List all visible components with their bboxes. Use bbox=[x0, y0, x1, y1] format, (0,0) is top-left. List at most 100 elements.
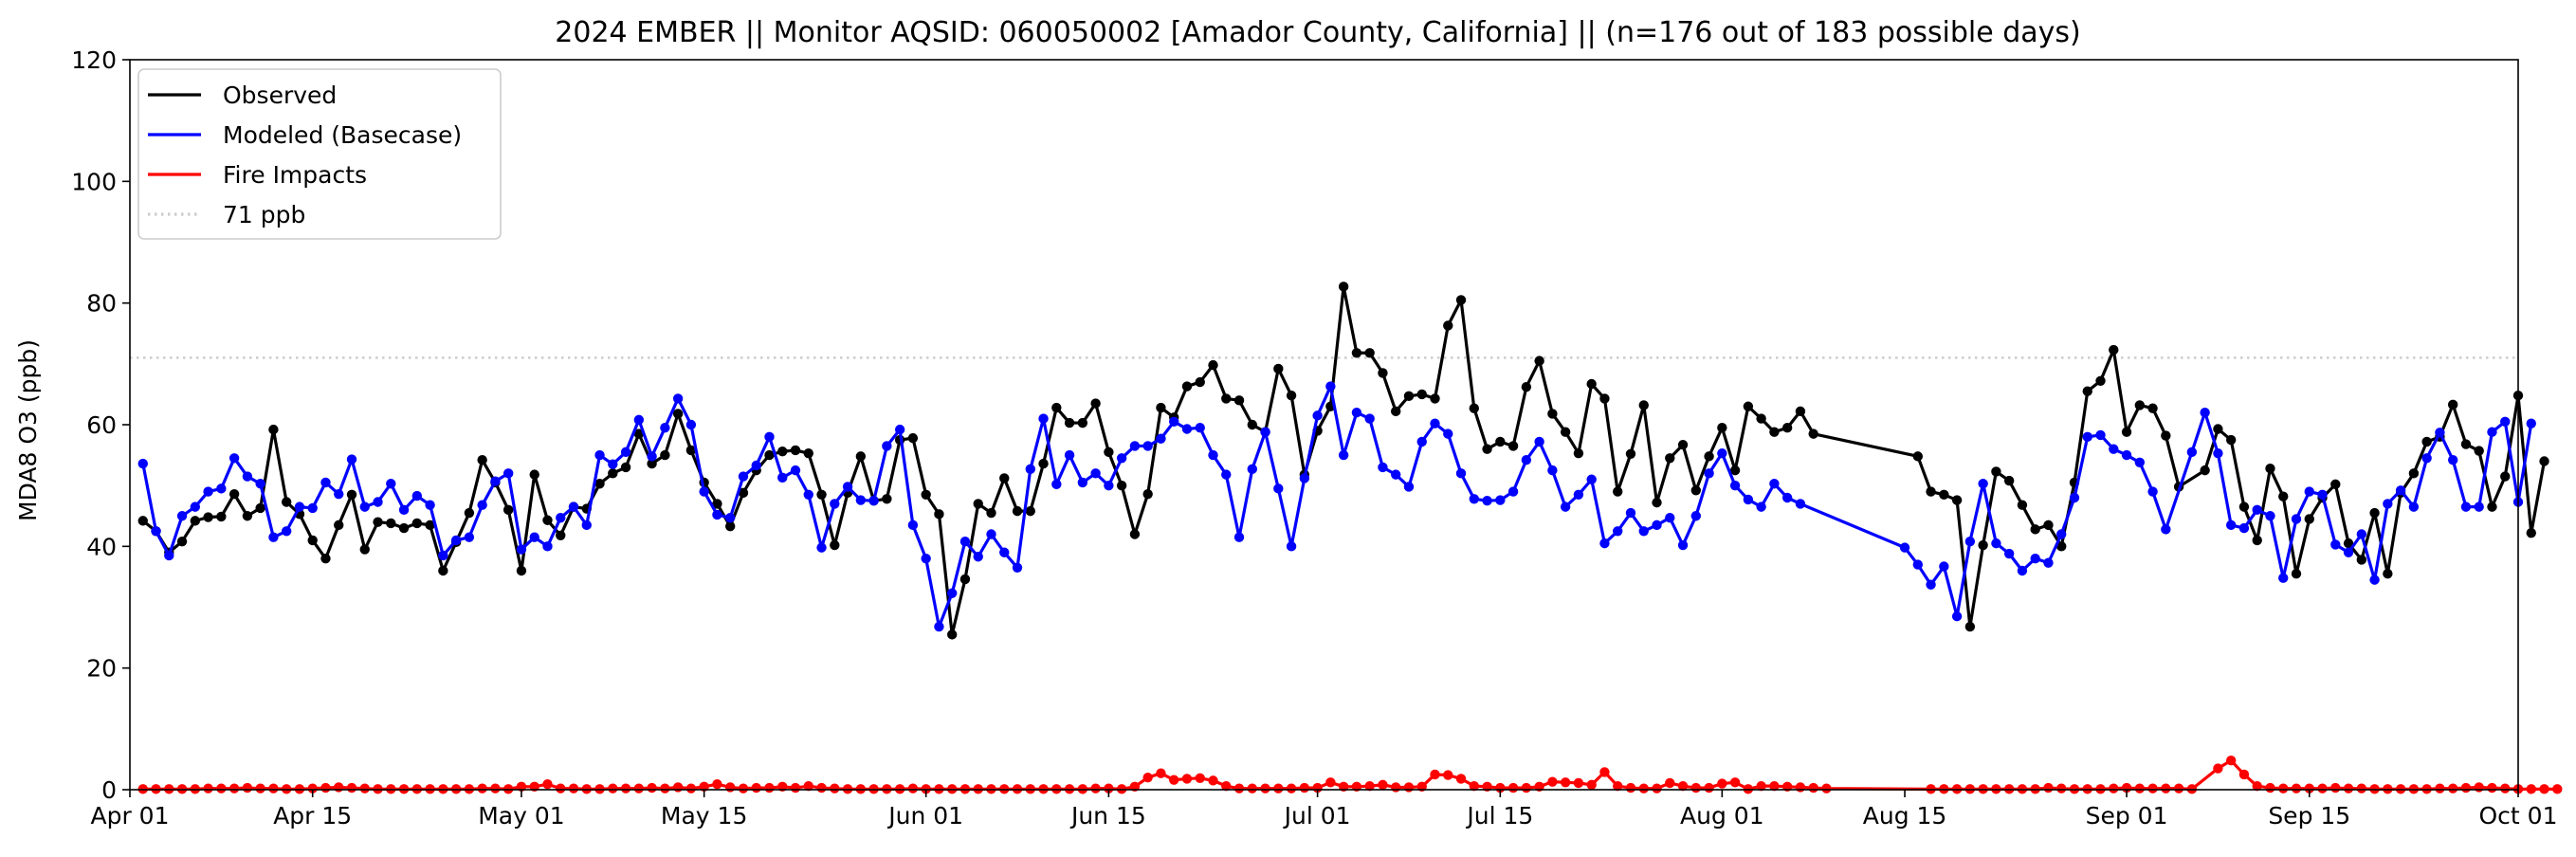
data-point bbox=[1560, 501, 1571, 512]
data-point bbox=[1795, 782, 1806, 793]
data-point bbox=[1547, 465, 1558, 476]
data-point bbox=[2056, 529, 2067, 539]
data-point bbox=[764, 449, 775, 461]
data-point bbox=[2186, 447, 2198, 458]
data-point bbox=[1129, 529, 1141, 539]
data-point bbox=[2252, 535, 2262, 546]
data-point bbox=[2421, 436, 2432, 447]
data-point bbox=[907, 783, 919, 793]
data-point bbox=[2238, 522, 2250, 534]
data-point bbox=[2447, 455, 2458, 465]
data-point bbox=[685, 419, 697, 430]
data-point bbox=[320, 782, 331, 793]
data-point bbox=[2500, 783, 2511, 793]
data-point bbox=[216, 783, 227, 793]
data-point bbox=[2460, 439, 2472, 449]
data-point bbox=[724, 512, 736, 523]
data-point bbox=[1469, 403, 1480, 413]
data-point bbox=[2474, 446, 2484, 456]
data-point bbox=[2225, 520, 2237, 531]
data-point bbox=[712, 779, 722, 790]
data-point bbox=[1430, 418, 1440, 428]
data-point bbox=[1769, 780, 1780, 792]
data-point bbox=[2487, 501, 2497, 512]
y-tick-label: 100 bbox=[71, 168, 117, 195]
data-point bbox=[1521, 455, 1532, 465]
data-point bbox=[281, 526, 292, 537]
data-point bbox=[1077, 417, 1088, 428]
data-point bbox=[1756, 501, 1766, 512]
data-point bbox=[2383, 499, 2393, 509]
data-point bbox=[1038, 413, 1049, 424]
data-point bbox=[502, 504, 514, 516]
data-point bbox=[2552, 784, 2563, 794]
data-point bbox=[203, 512, 213, 522]
data-point bbox=[359, 544, 370, 555]
data-point bbox=[490, 783, 501, 793]
data-point bbox=[516, 565, 527, 576]
y-tick-label: 20 bbox=[86, 655, 117, 683]
plot-area: 0 20 40 60 80 100 120 Apr 01 Apr 15 May 01 May 15 J… bbox=[71, 46, 2563, 830]
data-point bbox=[307, 535, 318, 546]
data-point bbox=[660, 449, 670, 461]
legend-label: Modeled (Basecase) bbox=[223, 121, 462, 149]
data-point bbox=[608, 783, 618, 793]
data-point bbox=[2304, 783, 2314, 793]
data-point bbox=[973, 499, 983, 509]
data-point bbox=[2238, 501, 2250, 512]
series-fire-impacts bbox=[137, 756, 2563, 794]
data-point bbox=[2225, 756, 2237, 766]
data-point bbox=[959, 537, 971, 547]
data-point bbox=[803, 489, 813, 500]
data-point bbox=[242, 471, 253, 482]
data-point bbox=[1116, 453, 1127, 464]
data-point bbox=[176, 537, 188, 547]
data-point bbox=[2408, 468, 2420, 479]
data-point bbox=[947, 588, 958, 598]
data-point bbox=[1104, 783, 1114, 793]
data-point bbox=[1364, 413, 1375, 424]
data-point bbox=[685, 445, 697, 456]
data-point bbox=[1286, 541, 1297, 552]
data-point bbox=[2147, 486, 2158, 497]
data-point bbox=[738, 487, 749, 499]
data-point bbox=[777, 447, 788, 457]
data-point bbox=[2030, 553, 2040, 564]
data-point bbox=[999, 547, 1010, 557]
data-point bbox=[1221, 393, 1232, 404]
data-point bbox=[1038, 458, 1049, 469]
data-point bbox=[2369, 507, 2380, 519]
data-point bbox=[1743, 401, 1754, 411]
data-point bbox=[1665, 777, 1675, 789]
y-tick-label: 120 bbox=[71, 46, 117, 74]
data-point bbox=[2030, 524, 2040, 535]
data-point bbox=[1443, 428, 1453, 439]
data-point bbox=[1560, 427, 1571, 437]
data-point bbox=[647, 451, 657, 462]
data-point bbox=[2278, 783, 2289, 793]
data-point bbox=[203, 783, 213, 793]
data-point bbox=[1521, 382, 1532, 392]
data-point bbox=[425, 520, 435, 531]
data-point bbox=[190, 516, 201, 526]
data-point bbox=[1756, 413, 1766, 424]
data-point bbox=[1599, 538, 1610, 549]
data-point bbox=[620, 783, 631, 793]
data-point bbox=[242, 782, 253, 793]
data-point bbox=[2109, 444, 2119, 454]
data-point bbox=[1299, 473, 1310, 483]
data-point bbox=[1208, 359, 1218, 371]
x-tick-label: May 01 bbox=[478, 802, 564, 830]
series-line bbox=[142, 758, 2558, 791]
data-point bbox=[868, 496, 879, 506]
data-point bbox=[1978, 479, 1988, 489]
data-point bbox=[1964, 537, 1976, 547]
data-point bbox=[934, 509, 944, 520]
data-point bbox=[1469, 494, 1480, 504]
data-point bbox=[1233, 395, 1245, 406]
data-point bbox=[1443, 770, 1453, 780]
data-point bbox=[1729, 777, 1741, 788]
data-point bbox=[411, 518, 423, 529]
data-point bbox=[2056, 541, 2067, 552]
data-point bbox=[542, 515, 553, 525]
